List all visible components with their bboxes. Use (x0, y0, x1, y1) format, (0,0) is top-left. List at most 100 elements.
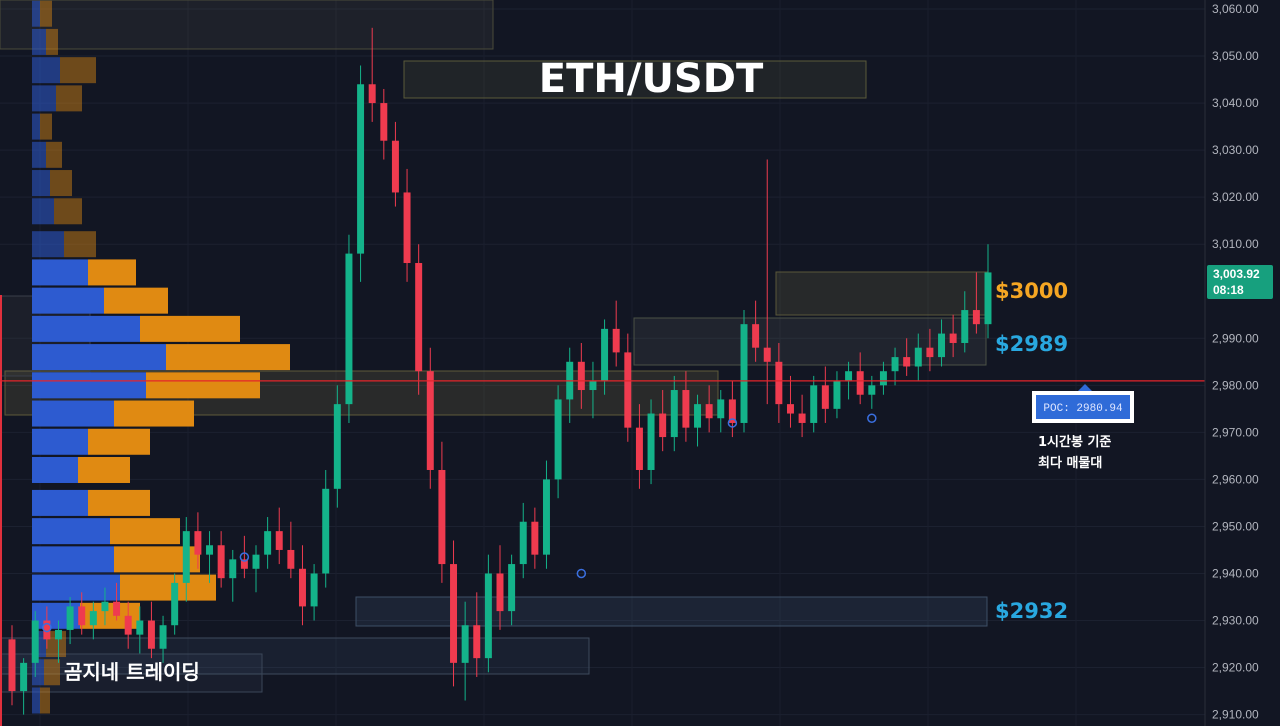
volume-bar-buy (32, 57, 60, 84)
candle-body (31, 620, 39, 663)
volume-bar-buy (32, 141, 46, 168)
candle-body (786, 404, 794, 414)
y-tick-label: 2,950.00 (1212, 519, 1259, 533)
candle-body (194, 531, 202, 555)
candles (8, 27, 992, 715)
y-tick-label: 3,060.00 (1212, 2, 1259, 16)
candle-body (961, 310, 969, 343)
candle-body (415, 263, 423, 372)
candle-body (287, 549, 295, 569)
candle-body (542, 479, 550, 555)
signal-marker (576, 568, 587, 579)
candle-body (298, 568, 306, 607)
volume-bar-buy (32, 400, 114, 427)
candle-body (972, 310, 980, 325)
y-tick-label: 2,980.00 (1212, 378, 1259, 392)
candle-body (949, 333, 957, 343)
candle-body (159, 625, 167, 649)
volume-bar-buy (32, 456, 78, 483)
candle-body (868, 385, 876, 395)
poc-label: POC: 2980.94 (1043, 403, 1123, 415)
candle-body (101, 601, 109, 612)
candle-body (171, 582, 179, 626)
candle-body (903, 357, 911, 367)
candle-body (833, 380, 841, 409)
candle-body (798, 413, 806, 423)
volume-bar-buy (32, 113, 40, 140)
candle-body (705, 404, 713, 419)
volume-bar-buy (32, 287, 104, 314)
current-price-badge: 3,003.92 08:18 (1207, 265, 1273, 299)
poc-note-line1: 1시간봉 기준 (1038, 434, 1111, 450)
candle-body (624, 352, 632, 428)
y-tick-label: 2,930.00 (1212, 614, 1259, 628)
volume-bar-sell (78, 456, 130, 483)
candle-body (8, 639, 16, 692)
candle-body (659, 413, 667, 438)
signal-marker (867, 413, 877, 423)
candle-body (113, 601, 121, 616)
y-tick-label: 3,040.00 (1212, 96, 1259, 110)
volume-bar-sell (56, 85, 82, 112)
y-tick-label: 3,030.00 (1212, 143, 1259, 157)
candle-body (879, 371, 887, 386)
volume-bar-buy (32, 231, 64, 258)
candle-body (450, 564, 458, 663)
candle-body (461, 625, 469, 663)
candle-body (856, 371, 864, 395)
level-label-3000: $3000 (995, 279, 1068, 303)
price-axis[interactable]: 3,060.00 3,050.00 3,040.00 3,030.00 3,020.00… (1204, 0, 1259, 726)
candle-body (357, 84, 365, 254)
poc-note-line2: 최다 매물대 (1038, 455, 1102, 471)
candle-body (43, 620, 51, 640)
candle-body (368, 84, 376, 104)
candle-body (810, 385, 818, 423)
volume-bar-buy (32, 85, 56, 112)
volume-bar-buy (32, 28, 46, 55)
volume-bar-sell (40, 113, 52, 140)
candle-body (147, 620, 155, 649)
zone-boxes (0, 0, 988, 693)
candle-body (310, 573, 318, 607)
volume-bar-buy (32, 344, 166, 371)
candle-body (635, 427, 643, 470)
chart-title: ETH/USDT (539, 56, 764, 102)
candle-body (252, 554, 260, 569)
candle-body (740, 324, 748, 423)
candle-body (78, 606, 86, 626)
volume-bar-sell (88, 489, 150, 516)
candle-body (66, 606, 74, 630)
y-tick-label: 2,960.00 (1212, 472, 1259, 486)
volume-bar-sell (114, 400, 194, 427)
candle-body (473, 625, 481, 659)
y-tick-label: 3,010.00 (1212, 237, 1259, 251)
candle-body (380, 103, 388, 141)
candle-body (124, 615, 132, 635)
y-tick-label: 2,940.00 (1212, 566, 1259, 580)
candle-body (438, 469, 446, 565)
candle-body (926, 347, 934, 358)
y-tick-label: 2,910.00 (1212, 708, 1259, 722)
volume-bar-sell (120, 574, 216, 601)
volume-bar-buy (32, 659, 44, 686)
candle-body (612, 328, 620, 353)
volume-bar-buy (32, 518, 110, 545)
candle-body (136, 620, 144, 635)
candle-body (845, 371, 853, 381)
zone-box-title (403, 60, 867, 99)
volume-bar-sell (88, 428, 150, 455)
watermark-text: 곰지네 트레이딩 (64, 660, 200, 684)
candle-body (519, 521, 527, 565)
candle-body (322, 488, 330, 574)
volume-bar-buy (32, 546, 114, 573)
signal-marker (42, 622, 52, 633)
candle-body (240, 559, 248, 569)
volume-bar-buy (32, 315, 140, 342)
level-label-2932: $2932 (995, 599, 1068, 623)
signal-marker (727, 418, 738, 428)
volume-bar-sell (60, 57, 96, 84)
candle-body (984, 272, 992, 325)
candle-body (938, 333, 946, 358)
volume-bar-sell (166, 344, 290, 371)
